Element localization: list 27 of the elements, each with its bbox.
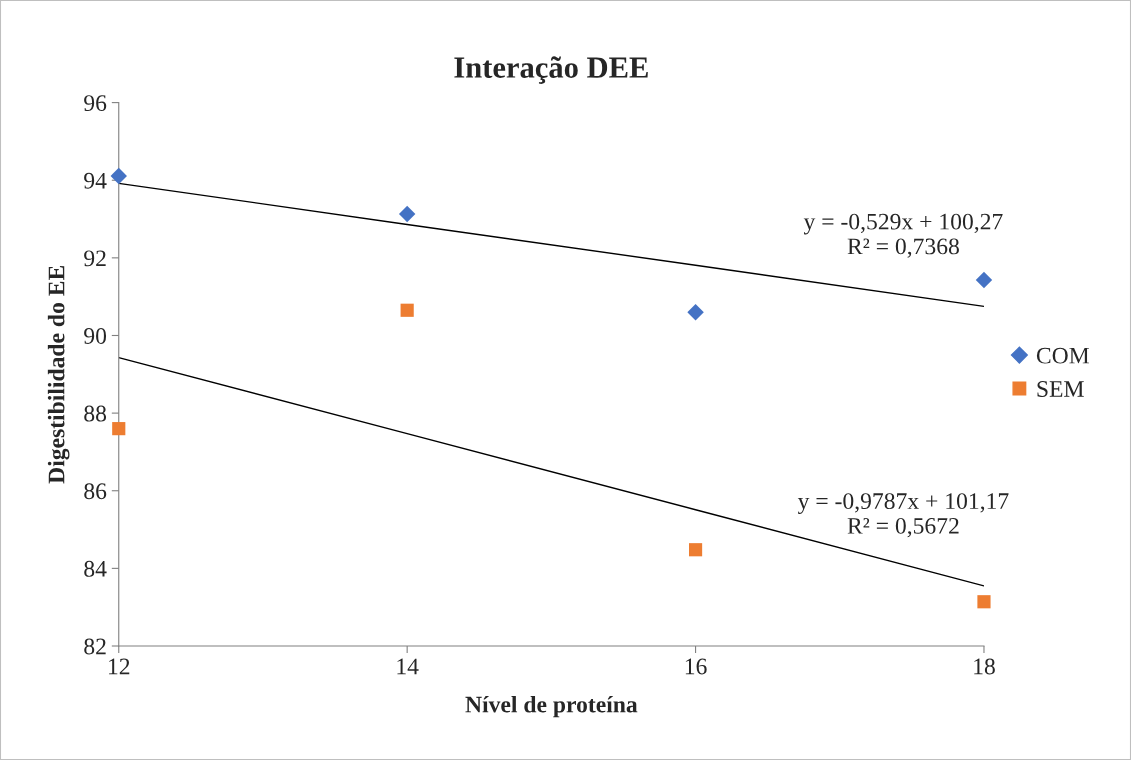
point: [400, 303, 414, 317]
y-tick-label: 84: [84, 560, 107, 577]
point: [112, 422, 126, 436]
point: [688, 543, 703, 557]
x-axis-title: Nível de proteína: [465, 695, 638, 718]
annotation: y = -0,529x + 100,27 R² = 0,7368: [803, 213, 1003, 258]
y-tick-label: 86: [84, 483, 107, 500]
legend-label: COM: [1036, 347, 1090, 364]
y-tick-label: 82: [84, 638, 106, 655]
x-tick-label: 14: [397, 658, 419, 675]
point: [687, 303, 704, 321]
legend-label: SEM: [1037, 381, 1084, 397]
x-tick-label: 16: [685, 658, 707, 675]
y-tick-label: 90: [84, 327, 107, 344]
point: [110, 167, 127, 185]
x-tick-label: 12: [109, 658, 130, 675]
annotation: y = -0,9787x + 101,17 R² = 0,5672: [797, 493, 1009, 538]
x-tick-label: 18: [974, 658, 995, 675]
y-tick-label: 92: [84, 250, 106, 267]
chart-title: Interação DEE: [454, 56, 648, 84]
y-tick-label: 88: [84, 405, 107, 422]
point: [977, 595, 991, 609]
point: [398, 205, 416, 223]
y-tick-label: 96: [84, 95, 107, 112]
y-tick-label: 94: [84, 172, 107, 189]
y-axis-title: Digestibilidade do EE: [47, 265, 70, 484]
point: [975, 271, 993, 289]
